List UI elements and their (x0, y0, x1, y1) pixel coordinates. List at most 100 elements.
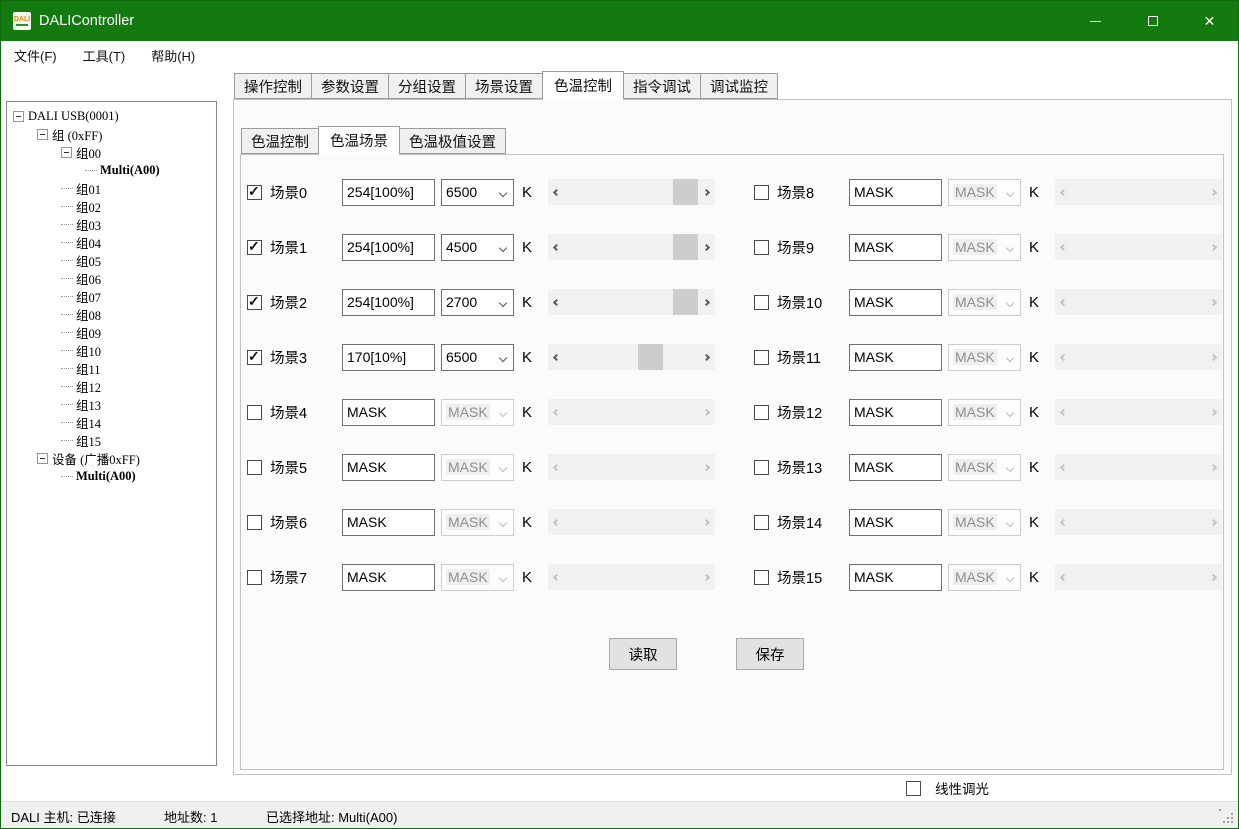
scene-value-input[interactable] (849, 178, 942, 206)
subtab-色温控制[interactable]: 色温控制 (241, 128, 319, 154)
menu-file[interactable]: 文件(F) (14, 48, 57, 64)
tree-item-label: 组03 (76, 218, 102, 233)
tree-item[interactable]: 组11 (7, 359, 216, 377)
scene-checkbox[interactable]: ✓ (247, 183, 262, 200)
tree-item[interactable]: 组00 (7, 143, 216, 161)
scrollbar-left-arrow[interactable] (548, 179, 565, 205)
scene-value-input[interactable] (849, 343, 942, 371)
collapse-icon[interactable] (37, 452, 48, 464)
tab-调试监控[interactable]: 调试监控 (700, 73, 778, 99)
scrollbar-thumb[interactable] (673, 289, 698, 315)
scene-checkbox[interactable] (754, 459, 769, 475)
scene-checkbox[interactable]: ✓ (247, 348, 262, 365)
tree-item[interactable]: 组12 (7, 377, 216, 395)
scene-label: 场景11 (777, 350, 822, 367)
scene-value-input[interactable] (342, 343, 435, 371)
scene-checkbox[interactable] (247, 459, 262, 475)
collapse-icon[interactable] (13, 110, 24, 122)
tab-操作控制[interactable]: 操作控制 (234, 73, 312, 99)
kelvin-dropdown[interactable]: 4500 (441, 233, 514, 261)
scrollbar-left-arrow[interactable] (548, 289, 565, 315)
scene-value-input[interactable] (849, 233, 942, 261)
tree-item[interactable]: 组01 (7, 179, 216, 197)
tab-色温控制[interactable]: 色温控制 (542, 71, 624, 100)
scene-checkbox[interactable] (754, 294, 769, 310)
tree-item[interactable]: 组02 (7, 197, 216, 215)
linear-dimming-checkbox[interactable] (906, 780, 921, 796)
scrollbar-thumb[interactable] (673, 179, 698, 205)
scrollbar-right-arrow[interactable] (698, 344, 715, 370)
scene-checkbox[interactable] (754, 349, 769, 365)
scene-value-input[interactable] (342, 563, 435, 591)
close-button[interactable]: ✕ (1181, 1, 1238, 41)
menu-help[interactable]: 帮助(H) (151, 48, 196, 64)
kelvin-dropdown[interactable]: 2700 (441, 288, 514, 316)
scrollbar-right-arrow[interactable] (698, 179, 715, 205)
scene-value-input[interactable] (849, 508, 942, 536)
collapse-icon[interactable] (37, 128, 48, 140)
tree-item[interactable]: 组15 (7, 431, 216, 449)
scene-checkbox[interactable] (754, 239, 769, 255)
scene-checkbox[interactable] (247, 514, 262, 530)
tree-item[interactable]: Multi(A00) (7, 467, 216, 485)
kelvin-dropdown[interactable]: 6500 (441, 343, 514, 371)
tab-场景设置[interactable]: 场景设置 (465, 73, 543, 99)
scene-value-input[interactable] (849, 453, 942, 481)
scene-value-input[interactable] (342, 508, 435, 536)
scrollbar-left-arrow[interactable] (548, 234, 565, 260)
tree-item[interactable]: DALI USB(0001) (7, 107, 216, 125)
scene-checkbox[interactable] (754, 569, 769, 585)
scene-checkbox[interactable]: ✓ (247, 238, 262, 255)
tree-item[interactable]: 组14 (7, 413, 216, 431)
tree-item[interactable]: 组04 (7, 233, 216, 251)
subtab-色温场景[interactable]: 色温场景 (318, 126, 400, 155)
tree-item-label: 组11 (76, 362, 101, 377)
scene-scrollbar[interactable] (548, 344, 715, 370)
tree-item[interactable]: 组08 (7, 305, 216, 323)
read-button[interactable]: 读取 (609, 638, 677, 670)
scene-value-input[interactable] (849, 563, 942, 591)
scene-checkbox[interactable] (754, 514, 769, 530)
scrollbar-thumb[interactable] (673, 234, 698, 260)
tree-item[interactable]: 组13 (7, 395, 216, 413)
tree-item[interactable]: 组10 (7, 341, 216, 359)
scene-scrollbar[interactable] (548, 234, 715, 260)
scene-checkbox[interactable] (247, 569, 262, 585)
maximize-button[interactable] (1124, 1, 1181, 41)
tree-item[interactable]: 组09 (7, 323, 216, 341)
save-button[interactable]: 保存 (736, 638, 804, 670)
tree-item[interactable]: 组 (0xFF) (7, 125, 216, 143)
scene-value-input[interactable] (342, 453, 435, 481)
scene-value-input[interactable] (342, 178, 435, 206)
subtab-色温极值设置[interactable]: 色温极值设置 (399, 128, 506, 154)
tab-分组设置[interactable]: 分组设置 (388, 73, 466, 99)
tree-item[interactable]: 设备 (广播0xFF) (7, 449, 216, 467)
scene-scrollbar[interactable] (548, 289, 715, 315)
scene-checkbox[interactable] (754, 404, 769, 420)
scene-scrollbar[interactable] (548, 179, 715, 205)
scene-value-input[interactable] (849, 398, 942, 426)
tab-指令调试[interactable]: 指令调试 (623, 73, 701, 99)
tree-item[interactable]: Multi(A00) (7, 161, 216, 179)
menu-tools[interactable]: 工具(T) (82, 48, 126, 64)
scene-value-input[interactable] (849, 288, 942, 316)
scrollbar-left-arrow[interactable] (548, 344, 565, 370)
collapse-icon[interactable] (61, 146, 72, 158)
scene-checkbox[interactable] (754, 184, 769, 200)
scene-value-input[interactable] (342, 233, 435, 261)
tree-item[interactable]: 组07 (7, 287, 216, 305)
scrollbar-right-arrow[interactable] (698, 234, 715, 260)
tree-item[interactable]: 组06 (7, 269, 216, 287)
scrollbar-thumb[interactable] (638, 344, 664, 370)
minimize-button[interactable] (1067, 1, 1124, 41)
tree-item[interactable]: 组03 (7, 215, 216, 233)
tab-参数设置[interactable]: 参数设置 (311, 73, 389, 99)
kelvin-dropdown[interactable]: 6500 (441, 178, 514, 206)
tree-item[interactable]: 组05 (7, 251, 216, 269)
scene-value-input[interactable] (342, 288, 435, 316)
scrollbar-right-arrow[interactable] (698, 289, 715, 315)
scene-value-input[interactable] (342, 398, 435, 426)
resize-grip[interactable] (1219, 809, 1235, 825)
scene-checkbox[interactable]: ✓ (247, 293, 262, 310)
scene-checkbox[interactable] (247, 404, 262, 420)
